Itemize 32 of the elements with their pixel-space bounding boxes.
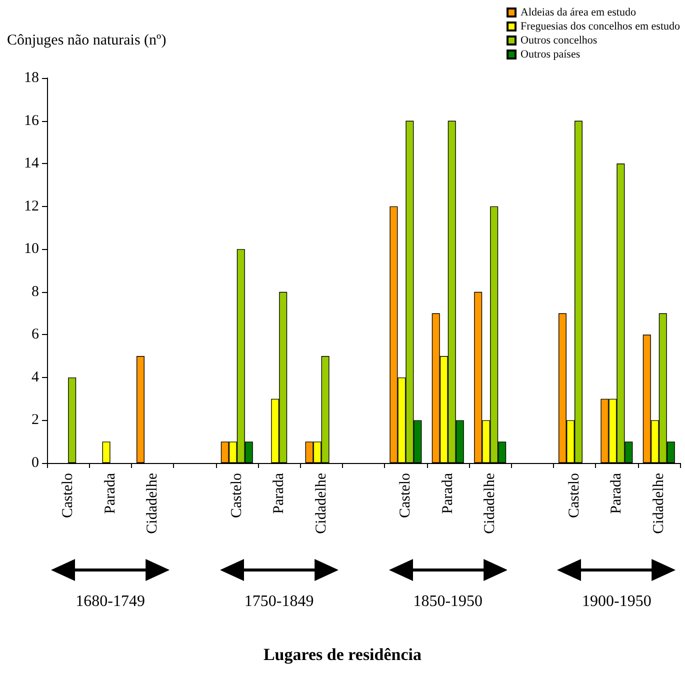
x-tick-label: Cidadelhe [650,472,667,534]
text: 1680-1749 [74,593,146,611]
y-tick-label: 16 [24,112,40,129]
legend-label: Outros concelhos [520,34,598,46]
text: 1850-1950 [412,593,484,611]
x-tick-label: Castelo [398,473,414,518]
y-tick-label: 18 [24,70,39,86]
x-tick-label: Cidadelhe [482,472,498,534]
y-tick-label: 2 [32,412,39,428]
y-tick-label: 4 [32,369,40,386]
y-tick-label: 8 [32,284,39,300]
y-tick-label: 0 [32,455,39,471]
legend-label: Aldeias da área em estudo [520,6,636,18]
x-tick-label: Parada [608,472,625,514]
x-tick-label: Castelo [60,473,76,518]
y-tick-label: 12 [24,198,39,214]
x-tick-label: Castelo [566,473,582,518]
y-axis-title: Cônjuges não naturais (nº) [7,32,166,48]
legend-label: Freguesias dos concelhos em estudo [520,20,680,32]
x-tick-label: Parada [271,472,288,514]
x-tick-label: Cidadelhe [313,472,330,534]
text: 1750-1849 [243,593,315,611]
text: 1900-1950 [581,593,652,611]
x-tick-label: Parada [440,472,456,514]
y-tick-label: 10 [24,241,39,258]
y-tick-label: 14 [24,156,40,172]
y-tick-label: 6 [32,326,40,343]
x-tick-label: Parada [102,472,118,514]
legend-label: Outros países [520,48,580,60]
text: Lugares de residência [262,645,423,665]
x-tick-label: Castelo [228,473,245,518]
x-tick-label: Cidadelhe [144,472,160,534]
